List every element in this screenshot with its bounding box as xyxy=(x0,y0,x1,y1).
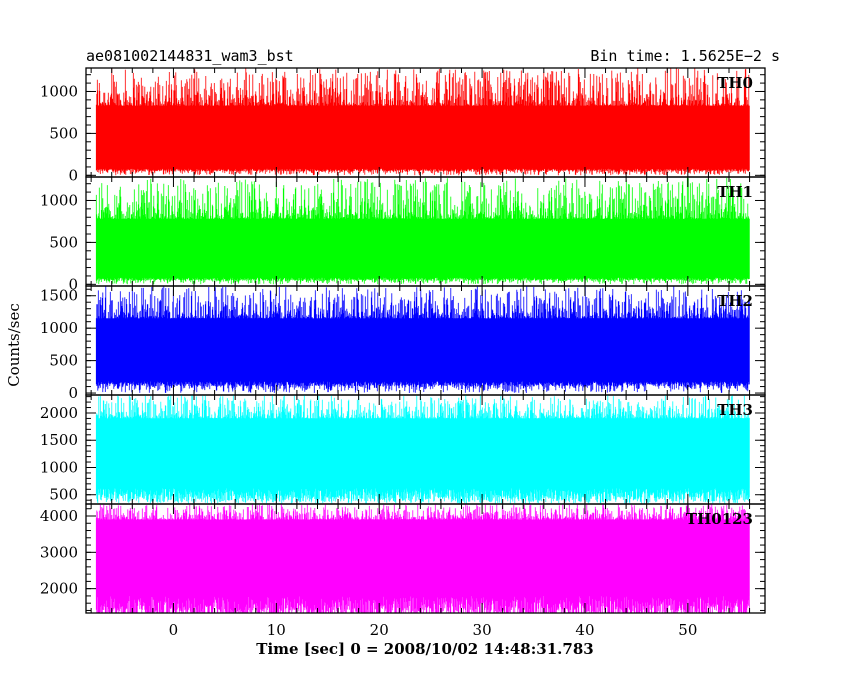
y-tick-label: 0 xyxy=(68,166,78,184)
y-tick-label: 500 xyxy=(49,233,78,251)
x-tick-label: 40 xyxy=(575,621,594,639)
x-tick-label: 10 xyxy=(267,621,286,639)
panel-label: TH0123 xyxy=(686,510,753,528)
y-axis-label: Counts/sec xyxy=(5,303,23,387)
y-tick-label: 1000 xyxy=(40,319,78,337)
series-line-th1 xyxy=(95,177,750,285)
y-tick-label: 1000 xyxy=(40,82,78,100)
panel-th2: 0 500 1000 1500 TH2 xyxy=(40,285,766,402)
panel-label: TH2 xyxy=(717,292,753,310)
series-line-th0 xyxy=(95,68,750,176)
y-tick-label: 0 xyxy=(68,275,78,293)
y-tick-label: 4000 xyxy=(40,507,78,525)
y-tick-label: 500 xyxy=(49,124,78,142)
y-tick-label: 500 xyxy=(49,352,78,370)
y-tick-label: 1000 xyxy=(40,191,78,209)
bin-time-label: Bin time: 1.5625E−2 s xyxy=(590,47,780,65)
x-tick-label: 30 xyxy=(473,621,492,639)
panel-th0: 0 500 1000 TH0 xyxy=(40,67,766,184)
panel-frame xyxy=(85,503,766,614)
y-tick-label: 3000 xyxy=(40,543,78,561)
panel-label: TH0 xyxy=(717,74,753,92)
y-tick-label: 2000 xyxy=(40,404,78,422)
panel-th3: 500 1000 1500 2000 TH3 xyxy=(40,394,766,505)
panel-th1: 0 500 1000 TH1 xyxy=(40,176,766,293)
y-tick-label: 1500 xyxy=(40,287,78,305)
series-line-th2 xyxy=(95,286,750,393)
panel-label: TH3 xyxy=(717,401,753,419)
y-tick-label: 2000 xyxy=(40,580,78,598)
x-tick-label: 50 xyxy=(678,621,697,639)
x-axis-label: Time [sec] 0 = 2008/10/02 14:48:31.783 xyxy=(256,640,593,658)
y-tick-label: 1500 xyxy=(40,431,78,449)
x-tick-label: 0 xyxy=(169,621,179,639)
series-line-th3 xyxy=(95,395,750,504)
series-line-th0123 xyxy=(95,504,750,613)
x-tick-label: 20 xyxy=(370,621,389,639)
panel-label: TH1 xyxy=(717,183,753,201)
chart-title: ae081002144831_wam3_bst xyxy=(86,47,294,65)
y-tick-label: 500 xyxy=(49,486,78,504)
y-tick-label: 1000 xyxy=(40,458,78,476)
y-tick-label: 0 xyxy=(68,384,78,402)
panel-th0123: 2000 3000 4000 TH0123 xyxy=(40,503,766,614)
